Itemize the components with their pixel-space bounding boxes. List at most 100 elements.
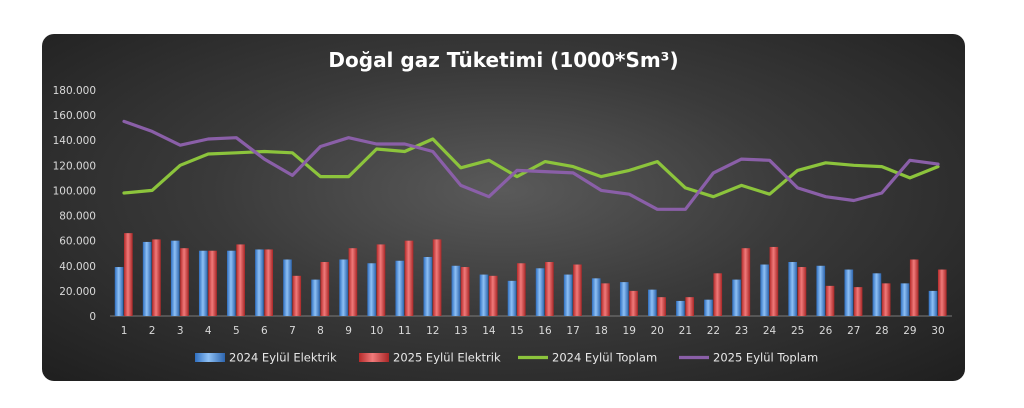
bar-elektrik-2025 <box>713 273 723 316</box>
x-tick-label: 1 <box>121 325 128 337</box>
y-tick-label: 140.000 <box>53 135 96 147</box>
bar-elektrik-2025 <box>152 239 161 316</box>
bar-elektrik-2025 <box>124 233 133 316</box>
bar-elektrik-2024 <box>507 280 517 316</box>
x-tick-label: 28 <box>875 325 888 337</box>
bar-elektrik-2024 <box>591 278 601 316</box>
bar-elektrik-2024 <box>872 273 882 316</box>
bar-elektrik-2024 <box>339 259 348 316</box>
bar-elektrik-2025 <box>404 240 414 316</box>
chart-title: Doğal gaz Tüketimi (1000*Sm³) <box>328 48 678 72</box>
x-tick-label: 22 <box>707 325 720 337</box>
bars-layer <box>114 233 947 316</box>
bar-elektrik-2024 <box>479 274 489 316</box>
x-tick-label: 20 <box>651 325 664 337</box>
bar-elektrik-2025 <box>545 262 554 316</box>
chart-svg: Doğal gaz Tüketimi (1000*Sm³) 0 20.000 40.… <box>53 48 952 365</box>
y-tick-label: 60.000 <box>59 236 96 248</box>
bar-elektrik-2025 <box>741 248 751 316</box>
x-tick-label: 12 <box>426 325 439 337</box>
bar-elektrik-2025 <box>180 248 189 316</box>
x-tick-label: 5 <box>233 325 240 337</box>
x-tick-label: 6 <box>261 325 268 337</box>
x-tick-label: 14 <box>482 325 496 337</box>
bar-elektrik-2025 <box>236 244 245 316</box>
bar-elektrik-2024 <box>423 256 433 316</box>
bar-elektrik-2025 <box>516 263 526 316</box>
x-tick-label: 27 <box>847 325 860 337</box>
bar-elektrik-2024 <box>788 262 798 316</box>
x-tick-label: 2 <box>149 325 156 337</box>
y-tick-label: 20.000 <box>59 286 96 298</box>
y-tick-label: 180.000 <box>53 85 96 97</box>
bar-elektrik-2024 <box>563 274 573 316</box>
bar-elektrik-2024 <box>816 265 826 316</box>
bar-elektrik-2025 <box>432 239 442 316</box>
bar-elektrik-2024 <box>704 299 713 316</box>
bar-elektrik-2024 <box>648 289 657 316</box>
x-tick-label: 16 <box>538 325 552 337</box>
bar-elektrik-2025 <box>909 259 919 316</box>
bar-elektrik-2024 <box>311 279 320 316</box>
bar-elektrik-2025 <box>937 269 947 316</box>
x-tick-label: 19 <box>623 325 636 337</box>
bar-elektrik-2025 <box>797 267 807 316</box>
bar-elektrik-2025 <box>769 246 779 316</box>
bar-elektrik-2024 <box>619 282 629 316</box>
x-tick-label: 21 <box>679 325 692 337</box>
bar-elektrik-2025 <box>292 275 302 316</box>
bar-elektrik-2024 <box>676 300 685 316</box>
legend: 2024 Eylül Elektrik 2025 Eylül Elektrik 20… <box>195 351 818 365</box>
x-tick-label: 30 <box>931 325 944 337</box>
y-tick-label: 40.000 <box>59 261 96 273</box>
lines-layer <box>122 119 940 211</box>
bar-elektrik-2025 <box>208 250 217 316</box>
legend-swatch <box>359 353 389 362</box>
bar-elektrik-2025 <box>264 249 274 316</box>
bar-elektrik-2025 <box>825 285 835 316</box>
legend-label: 2024 Eylül Toplam <box>552 351 657 365</box>
x-tick-label: 26 <box>819 325 833 337</box>
line-toplam-2025 <box>122 119 940 211</box>
x-tick-label: 15 <box>510 325 523 337</box>
bar-elektrik-2025 <box>348 248 358 316</box>
bar-elektrik-2024 <box>928 290 938 316</box>
bar-elektrik-2024 <box>255 249 264 316</box>
x-tick-label: 11 <box>398 325 411 337</box>
bar-elektrik-2024 <box>760 264 769 316</box>
bar-elektrik-2024 <box>114 267 124 316</box>
bar-elektrik-2025 <box>629 290 638 316</box>
legend-swatch <box>195 353 225 362</box>
x-tick-label: 24 <box>763 325 777 337</box>
legend-label: 2025 Eylül Elektrik <box>393 351 501 365</box>
bar-elektrik-2024 <box>142 241 152 316</box>
bar-elektrik-2025 <box>685 297 695 316</box>
bar-elektrik-2024 <box>732 279 741 316</box>
bar-elektrik-2024 <box>170 240 180 316</box>
bar-elektrik-2024 <box>367 263 377 316</box>
bar-elektrik-2025 <box>460 267 470 316</box>
bar-elektrik-2024 <box>451 265 461 316</box>
bar-elektrik-2025 <box>320 262 330 316</box>
bar-elektrik-2025 <box>488 275 498 316</box>
bar-elektrik-2024 <box>844 269 854 316</box>
bar-elektrik-2024 <box>395 260 405 316</box>
bar-elektrik-2024 <box>283 259 292 316</box>
bar-elektrik-2025 <box>881 283 891 316</box>
x-tick-label: 23 <box>735 325 748 337</box>
x-tick-label: 7 <box>289 325 296 337</box>
bar-elektrik-2024 <box>900 283 910 316</box>
bar-elektrik-2025 <box>601 283 610 316</box>
y-tick-label: 120.000 <box>53 160 96 172</box>
x-tick-label: 3 <box>177 325 184 337</box>
bar-elektrik-2025 <box>657 297 666 316</box>
x-tick-label: 9 <box>345 325 352 337</box>
y-tick-label: 80.000 <box>59 211 96 223</box>
x-axis: 1 2 3 4 5 6 7 8 9 10 11 12 13 14 15 16 17 18 19 20 21 22 23 24 2… <box>110 315 952 337</box>
bar-elektrik-2024 <box>198 250 208 316</box>
y-tick-label: 100.000 <box>53 185 96 197</box>
x-tick-label: 25 <box>791 325 804 337</box>
y-tick-label: 160.000 <box>53 110 96 122</box>
x-tick-label: 29 <box>903 325 916 337</box>
line-toplam-2024 <box>122 137 940 199</box>
